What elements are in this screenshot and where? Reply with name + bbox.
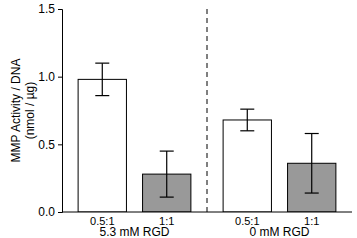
error-bar [305, 134, 319, 194]
error-bar [240, 109, 254, 131]
error-bar [95, 63, 109, 95]
error-bar [160, 151, 174, 197]
group-label: 5.3 mM RGD [99, 225, 169, 238]
error-cap [95, 63, 109, 64]
bar [223, 120, 271, 212]
plot-area [78, 63, 336, 212]
y-axis: 0.0 0.5 1.0 1.5 [38, 2, 62, 219]
error-cap [305, 133, 319, 134]
group-separator [207, 9, 208, 212]
y-tick-mark [58, 77, 62, 78]
y-tick-label: 1.0 [38, 70, 55, 84]
error-cap [95, 95, 109, 96]
y-axis-line [58, 10, 63, 213]
y-tick-label: 0.0 [38, 205, 55, 219]
y-tick: 1.0 [38, 70, 62, 84]
y-tick-mark [58, 144, 62, 145]
y-tick-mark [58, 212, 62, 213]
chart: 0.00.51.01.50.5:11:10.5:11:15.3 mM RGD0 … [0, 0, 357, 238]
x-axis-line [62, 212, 352, 213]
error-cap [160, 197, 174, 198]
y-tick-mark [58, 9, 62, 10]
y-tick-label: 0.5 [38, 138, 55, 152]
group-label: 0 mM RGD [250, 225, 310, 238]
error-stem [311, 134, 312, 194]
error-stem [166, 151, 167, 197]
bar [78, 79, 126, 212]
y-tick: 0.5 [38, 138, 62, 152]
error-stem [247, 109, 248, 131]
y-axis-title-line: (nmol / µg) [23, 82, 37, 140]
error-cap [240, 130, 254, 131]
error-stem [102, 63, 103, 95]
error-cap [240, 109, 254, 110]
y-tick-label: 1.5 [38, 2, 55, 16]
y-axis-title: MMP Activity / DNA(nmol / µg) [9, 59, 37, 163]
error-cap [160, 151, 174, 152]
y-tick: 0.0 [38, 205, 62, 219]
y-axis-title-line: MMP Activity / DNA [9, 59, 23, 163]
error-cap [305, 192, 319, 193]
y-tick: 1.5 [38, 2, 62, 16]
